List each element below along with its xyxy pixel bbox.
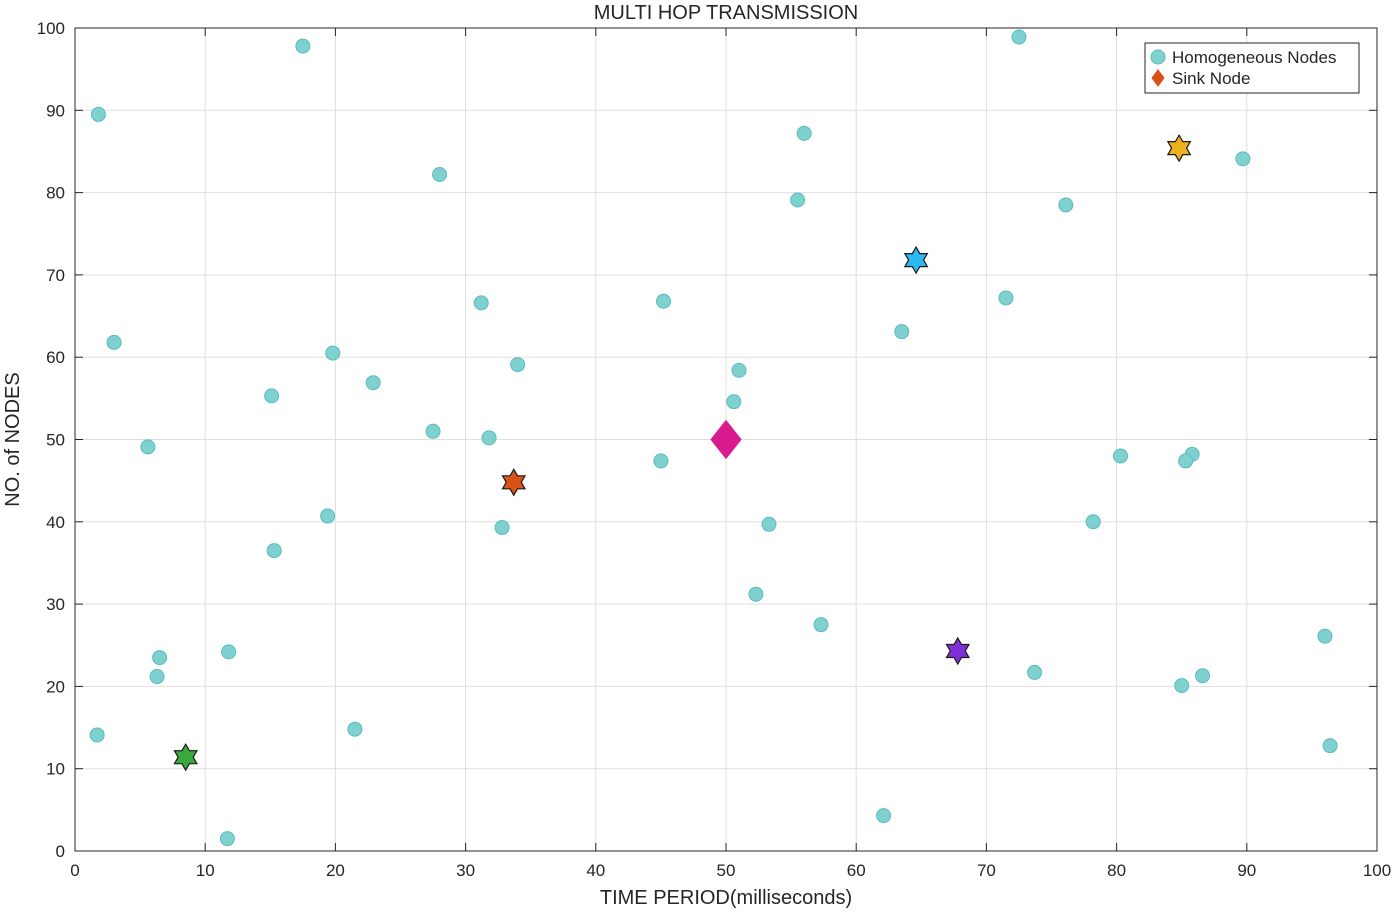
y-tick-label: 10 — [46, 760, 65, 779]
homogeneous-node-point — [1195, 668, 1211, 684]
y-tick-label: 80 — [46, 184, 65, 203]
cluster-head-point — [903, 245, 929, 275]
homogeneous-node-point — [481, 430, 497, 446]
homogeneous-node-point — [656, 293, 672, 309]
homogeneous-node-point — [653, 453, 669, 469]
x-tick-label: 70 — [977, 861, 996, 880]
homogeneous-node-point — [510, 357, 526, 373]
y-tick-label: 20 — [46, 677, 65, 696]
y-axis-title: NO. of NODES — [2, 372, 24, 506]
homogeneous-node-point — [266, 543, 282, 559]
chart-title: MULTI HOP TRANSMISSION — [594, 2, 858, 24]
homogeneous-node-point — [1085, 514, 1101, 530]
legend-marker-sink-node — [1151, 69, 1165, 87]
homogeneous-node-point — [152, 650, 168, 666]
x-axis-title: TIME PERIOD(milliseconds) — [600, 887, 852, 909]
homogeneous-node-point — [1011, 29, 1027, 45]
homogeneous-node-point — [365, 375, 381, 391]
y-tick-label: 100 — [37, 19, 65, 38]
y-tick-label: 0 — [56, 842, 65, 861]
homogeneous-node-point — [761, 516, 777, 532]
legend-label-sink-node: Sink Node — [1172, 69, 1250, 88]
homogeneous-node-point — [140, 439, 156, 455]
legend-label-homogeneous-nodes: Homogeneous Nodes — [1172, 48, 1336, 67]
x-tick-label: 20 — [326, 861, 345, 880]
x-tick-label: 30 — [456, 861, 475, 880]
homogeneous-node-point — [149, 669, 165, 685]
x-tick-label: 40 — [586, 861, 605, 880]
homogeneous-node-point — [106, 334, 122, 350]
homogeneous-node-point — [295, 38, 311, 54]
cluster-head-point — [945, 636, 971, 666]
legend-marker-homogeneous-nodes — [1150, 49, 1166, 65]
data-marks — [89, 29, 1338, 847]
y-tick-label: 90 — [46, 101, 65, 120]
legend: Homogeneous Nodes Sink Node — [1144, 42, 1360, 94]
homogeneous-node-point — [813, 617, 829, 633]
homogeneous-node-point — [219, 831, 235, 847]
homogeneous-node-point — [1113, 448, 1129, 464]
y-tick-label: 40 — [46, 513, 65, 532]
x-tick-label: 0 — [70, 861, 79, 880]
cluster-head-point — [1166, 133, 1192, 163]
x-tick-label: 90 — [1237, 861, 1256, 880]
homogeneous-node-point — [1027, 664, 1043, 680]
homogeneous-node-point — [1235, 151, 1251, 167]
homogeneous-node-point — [221, 644, 237, 660]
homogeneous-node-point — [726, 394, 742, 410]
homogeneous-node-point — [796, 125, 812, 141]
homogeneous-node-point — [748, 586, 764, 602]
sink-node-point — [710, 419, 742, 460]
y-tick-label: 60 — [46, 348, 65, 367]
legend-box — [1144, 42, 1360, 94]
homogeneous-node-point — [425, 423, 441, 439]
x-tick-label: 100 — [1363, 861, 1391, 880]
homogeneous-node-point — [90, 106, 106, 122]
homogeneous-node-point — [1178, 453, 1194, 469]
x-tick-label: 10 — [196, 861, 215, 880]
homogeneous-node-point — [1317, 628, 1333, 644]
homogeneous-node-point — [325, 345, 341, 361]
homogeneous-node-point — [790, 192, 806, 208]
homogeneous-node-point — [876, 808, 892, 824]
homogeneous-node-point — [894, 324, 910, 340]
homogeneous-node-point — [998, 290, 1014, 306]
cluster-head-point — [501, 468, 527, 497]
y-tick-label: 50 — [46, 431, 65, 450]
x-tick-label: 80 — [1107, 861, 1126, 880]
homogeneous-node-point — [494, 520, 510, 536]
homogeneous-node-point — [1174, 678, 1190, 694]
homogeneous-node-point — [264, 388, 280, 404]
cluster-head-point — [173, 742, 198, 772]
y-tick-label: 30 — [46, 595, 65, 614]
homogeneous-node-point — [347, 721, 363, 737]
homogeneous-node-point — [731, 362, 747, 378]
y-tick-label: 70 — [46, 266, 65, 285]
homogeneous-node-point — [473, 295, 489, 311]
plot-frame — [74, 27, 1378, 852]
x-tick-label: 50 — [717, 861, 736, 880]
axis-ticks: 0 10 20 30 40 50 60 70 80 90 100 0 10 20 30 40 50 60 70 80 9… — [37, 19, 1392, 880]
homogeneous-node-point — [432, 166, 448, 182]
homogeneous-node-point — [320, 508, 336, 524]
homogeneous-node-point — [89, 727, 105, 743]
x-tick-label: 60 — [847, 861, 866, 880]
homogeneous-node-point — [1058, 197, 1074, 213]
homogeneous-node-point — [1322, 738, 1338, 754]
